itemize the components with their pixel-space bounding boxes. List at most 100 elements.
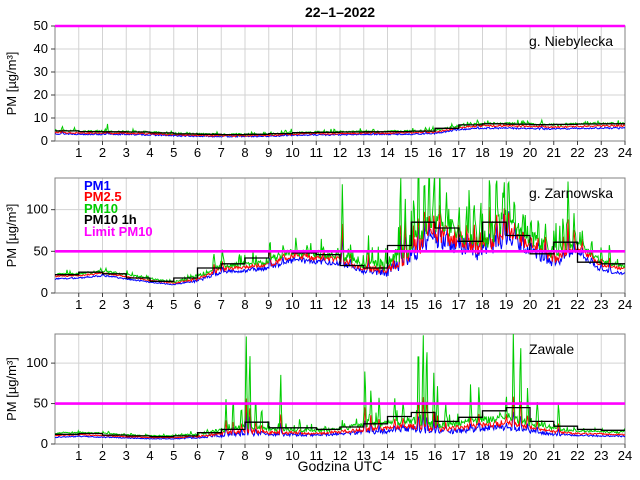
x-tick-label: 3 bbox=[123, 297, 130, 312]
x-tick-label: 14 bbox=[380, 448, 394, 463]
pm10-1h-series bbox=[55, 123, 625, 136]
x-tick-label: 15 bbox=[404, 145, 418, 160]
y-tick-label: 50 bbox=[34, 243, 48, 258]
x-tick-label: 22 bbox=[570, 145, 584, 160]
x-axis-label: Godzina UTC bbox=[297, 458, 383, 474]
x-tick-label: 4 bbox=[146, 145, 153, 160]
y-tick-label: 50 bbox=[34, 396, 48, 411]
x-tick-label: 19 bbox=[499, 145, 513, 160]
y-tick-label: 20 bbox=[34, 87, 48, 102]
x-tick-label: 1 bbox=[75, 448, 82, 463]
x-tick-label: 17 bbox=[452, 145, 466, 160]
chart-legend: PM1 PM2.5 PM10 PM10 1h Limit PM10 bbox=[84, 178, 153, 239]
y-tick-label: 30 bbox=[34, 64, 48, 79]
x-tick-label: 21 bbox=[547, 297, 561, 312]
legend-item-pm25: PM2.5 bbox=[84, 189, 122, 205]
station-label: g. Zarnowska bbox=[529, 185, 613, 201]
x-tick-label: 23 bbox=[594, 145, 608, 160]
x-tick-label: 12 bbox=[333, 145, 347, 160]
x-tick-label: 20 bbox=[523, 145, 537, 160]
y-tick-label: 0 bbox=[41, 133, 48, 148]
x-tick-label: 18 bbox=[475, 297, 489, 312]
x-tick-label: 19 bbox=[499, 448, 513, 463]
y-tick-label: 10 bbox=[34, 110, 48, 125]
y-axis-label: PM [µg/m³] bbox=[4, 52, 19, 116]
x-tick-label: 13 bbox=[357, 297, 371, 312]
x-tick-label: 9 bbox=[265, 145, 272, 160]
x-tick-label: 5 bbox=[170, 448, 177, 463]
x-tick-label: 18 bbox=[475, 145, 489, 160]
x-tick-label: 7 bbox=[218, 297, 225, 312]
x-tick-label: 14 bbox=[380, 145, 394, 160]
legend-item-pm10: PM10 bbox=[84, 200, 118, 216]
x-tick-label: 7 bbox=[218, 145, 225, 160]
x-tick-label: 20 bbox=[523, 297, 537, 312]
x-tick-label: 11 bbox=[310, 297, 324, 312]
y-tick-label: 100 bbox=[26, 355, 48, 370]
x-tick-label: 9 bbox=[265, 448, 272, 463]
x-tick-label: 22 bbox=[570, 297, 584, 312]
x-tick-label: 13 bbox=[357, 448, 371, 463]
pm10-1h-series bbox=[55, 221, 625, 282]
chart-title: 22–1–2022 bbox=[304, 4, 376, 20]
x-tick-label: 10 bbox=[285, 297, 299, 312]
x-tick-label: 9 bbox=[265, 297, 272, 312]
pm10-1h-series bbox=[55, 406, 625, 438]
x-tick-label: 12 bbox=[333, 448, 347, 463]
y-axis-label: PM [µg/m³] bbox=[4, 204, 19, 268]
x-tick-label: 6 bbox=[194, 448, 201, 463]
x-tick-label: 6 bbox=[194, 145, 201, 160]
x-tick-label: 11 bbox=[310, 448, 324, 463]
x-tick-label: 1 bbox=[75, 297, 82, 312]
x-tick-label: 22 bbox=[570, 448, 584, 463]
x-tick-label: 17 bbox=[452, 297, 466, 312]
station-label: g. Niebylecka bbox=[529, 33, 613, 49]
x-tick-label: 24 bbox=[618, 448, 632, 463]
x-tick-label: 2 bbox=[99, 297, 106, 312]
x-tick-label: 14 bbox=[380, 297, 394, 312]
y-tick-label: 40 bbox=[34, 41, 48, 56]
y-tick-label: 50 bbox=[34, 18, 48, 33]
legend-item-pm1: PM1 bbox=[84, 178, 111, 193]
x-tick-label: 7 bbox=[218, 448, 225, 463]
x-tick-label: 24 bbox=[618, 145, 632, 160]
x-tick-label: 12 bbox=[333, 297, 347, 312]
x-tick-label: 16 bbox=[428, 297, 442, 312]
x-tick-label: 8 bbox=[241, 145, 248, 160]
x-tick-label: 1 bbox=[75, 145, 82, 160]
x-tick-label: 16 bbox=[428, 448, 442, 463]
x-tick-label: 4 bbox=[146, 448, 153, 463]
legend-item-limit-pm10: Limit PM10 bbox=[84, 223, 153, 239]
x-tick-label: 5 bbox=[170, 145, 177, 160]
x-tick-label: 3 bbox=[123, 448, 130, 463]
pm1-series bbox=[55, 125, 625, 138]
x-tick-label: 24 bbox=[618, 297, 632, 312]
x-tick-label: 23 bbox=[594, 297, 608, 312]
x-tick-label: 20 bbox=[523, 448, 537, 463]
x-tick-label: 21 bbox=[547, 145, 561, 160]
x-tick-label: 2 bbox=[99, 145, 106, 160]
x-tick-label: 10 bbox=[285, 448, 299, 463]
x-tick-label: 15 bbox=[404, 297, 418, 312]
x-tick-label: 8 bbox=[241, 297, 248, 312]
x-tick-label: 18 bbox=[475, 448, 489, 463]
x-tick-label: 3 bbox=[123, 145, 130, 160]
x-tick-label: 16 bbox=[428, 145, 442, 160]
x-tick-label: 17 bbox=[452, 448, 466, 463]
x-tick-label: 4 bbox=[146, 297, 153, 312]
legend-item-pm10-1h: PM10 1h bbox=[84, 212, 137, 228]
x-tick-label: 21 bbox=[547, 448, 561, 463]
x-tick-label: 8 bbox=[241, 448, 248, 463]
x-tick-label: 23 bbox=[594, 448, 608, 463]
y-tick-label: 100 bbox=[26, 202, 48, 217]
x-tick-label: 15 bbox=[404, 448, 418, 463]
x-tick-label: 5 bbox=[170, 297, 177, 312]
x-tick-label: 2 bbox=[99, 448, 106, 463]
station-label: Zawale bbox=[529, 341, 574, 357]
x-tick-label: 19 bbox=[499, 297, 513, 312]
x-tick-label: 11 bbox=[310, 145, 324, 160]
y-tick-label: 0 bbox=[41, 285, 48, 300]
x-tick-label: 6 bbox=[194, 297, 201, 312]
